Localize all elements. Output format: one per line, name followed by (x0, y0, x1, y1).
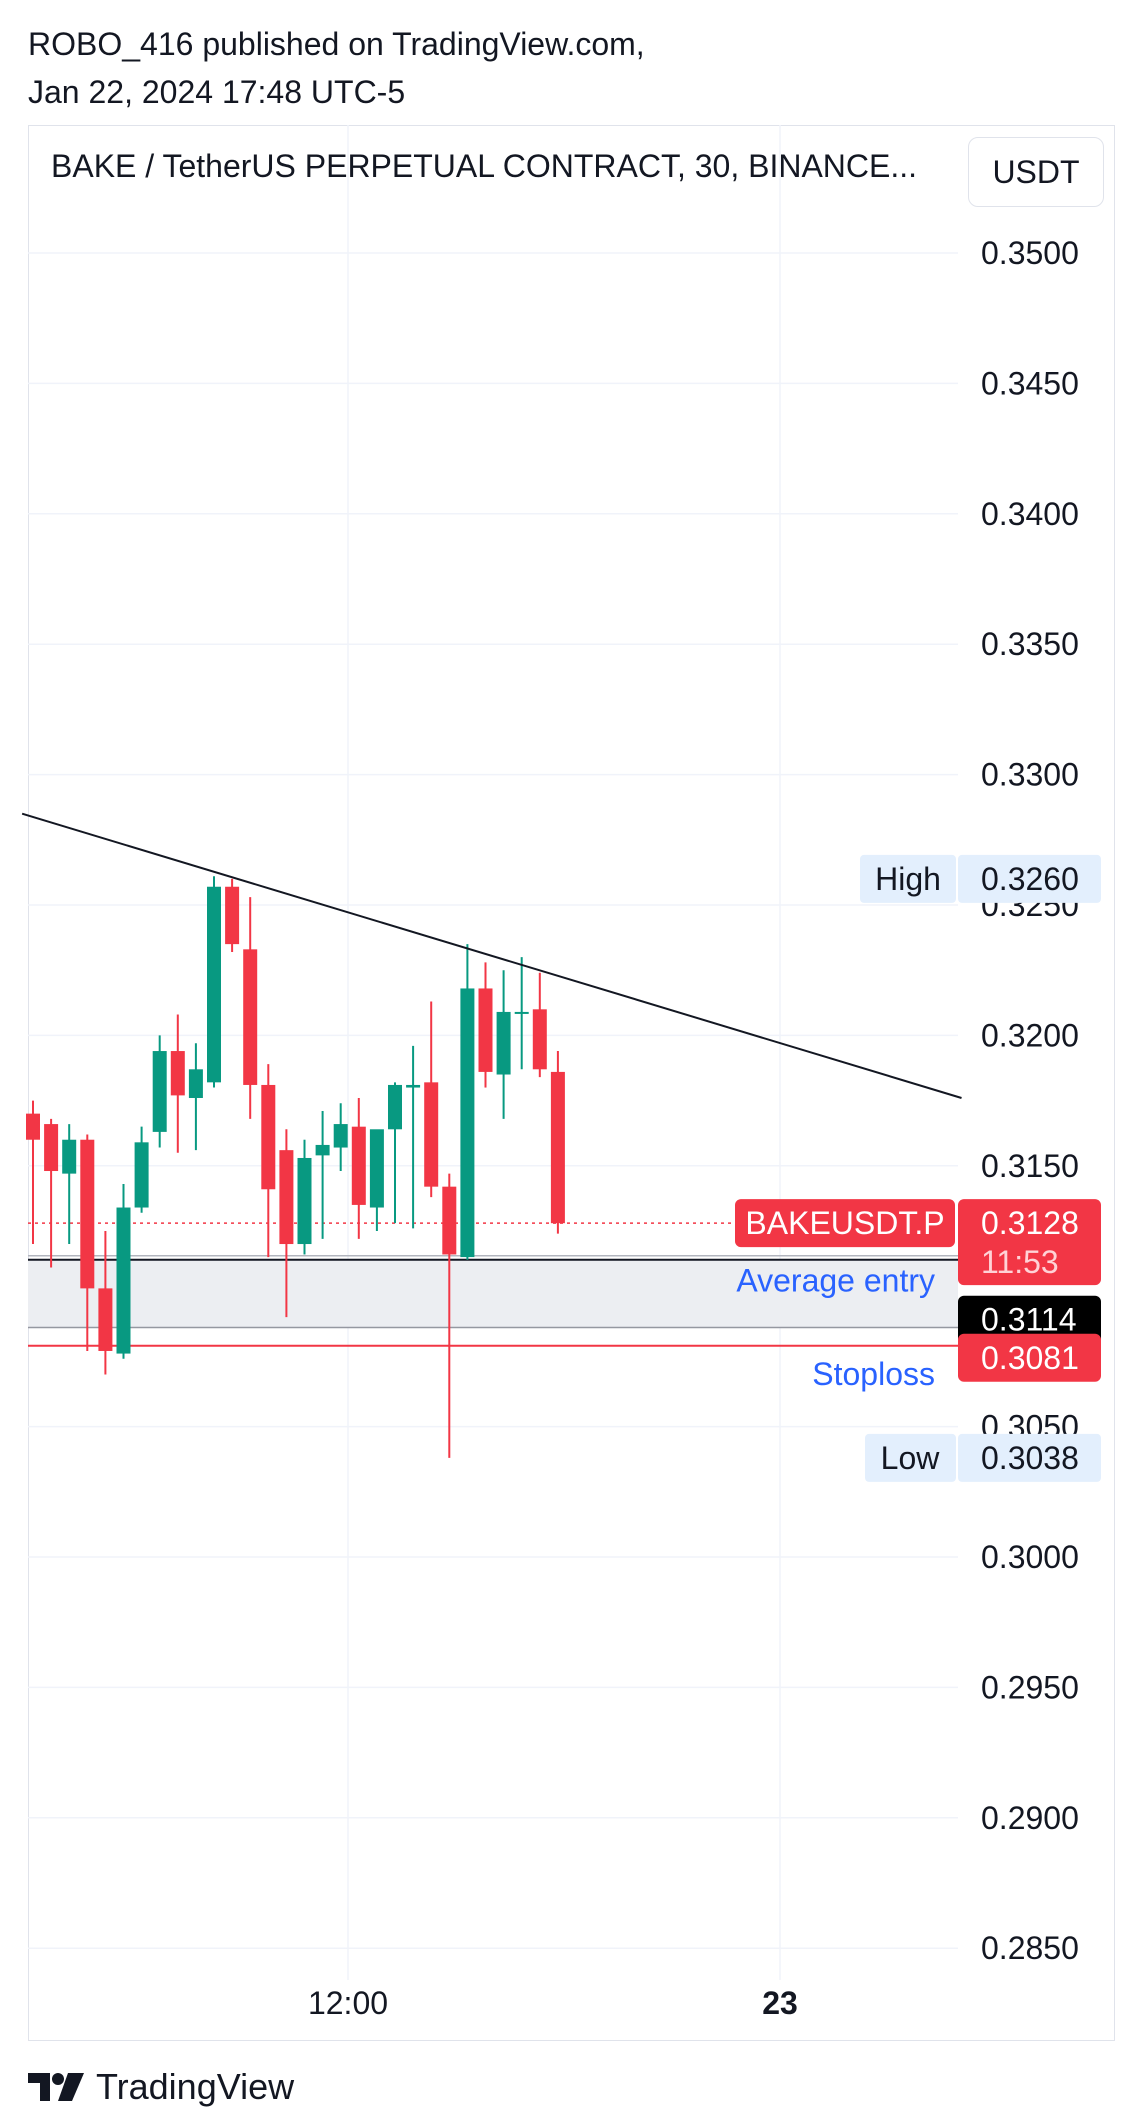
candle-body (26, 1113, 40, 1140)
publisher-info: ROBO_416 published on TradingView.com, J… (28, 20, 645, 116)
candle-body (261, 1084, 276, 1190)
countdown-timer: 11:53 (981, 1244, 1059, 1280)
candle-body (550, 1071, 565, 1224)
y-axis-tick-label: 0.2900 (981, 1800, 1079, 1836)
candle-body (44, 1124, 59, 1172)
y-axis-tick-label: 0.2850 (981, 1930, 1079, 1966)
candle-body (62, 1139, 77, 1174)
current-price-badge (958, 1199, 1101, 1286)
candle-body (369, 1129, 384, 1208)
tradingview-logo-icon (28, 2073, 84, 2101)
chart-frame (28, 125, 1115, 2041)
currency-button[interactable]: USDT (968, 137, 1104, 207)
y-axis-tick-label: 0.3150 (981, 1148, 1079, 1184)
stoploss-badge (958, 1333, 1101, 1382)
candle-body (297, 1157, 312, 1245)
y-axis-tick-label: 0.3000 (981, 1539, 1079, 1575)
y-axis-tick-label: 0.3350 (981, 626, 1079, 662)
high-label: High (875, 861, 941, 897)
candle-body (532, 1009, 547, 1070)
candle-body (406, 1084, 421, 1088)
candle-body (98, 1288, 113, 1351)
symbol-price-badge (735, 1199, 955, 1248)
candle-body (442, 1186, 457, 1255)
tradingview-logo[interactable]: TradingView (28, 2066, 294, 2108)
high-value: 0.3260 (981, 861, 1079, 897)
x-axis-tick-label: 12:00 (308, 1985, 388, 2021)
low-label-bg (865, 1433, 956, 1482)
candle-body (188, 1069, 203, 1098)
publisher-line: ROBO_416 published on TradingView.com, (28, 26, 645, 62)
publish-date: Jan 22, 2024 17:48 UTC-5 (28, 74, 406, 110)
logo-text: TradingView (96, 2066, 295, 2107)
x-axis-tick-label: 23 (762, 1985, 798, 2021)
candle-body (315, 1144, 330, 1156)
candle-body (207, 886, 221, 1083)
candle-body (496, 1011, 511, 1075)
average-entry-value: 0.3114 (981, 1302, 1077, 1338)
candle-body (333, 1124, 348, 1148)
average-entry-badge (958, 1295, 1101, 1344)
candle-body (460, 988, 475, 1258)
high-label-bg (860, 854, 956, 903)
candle-body (243, 949, 258, 1085)
candle-body (351, 1126, 366, 1205)
trendline (21, 812, 962, 1099)
candle-body (116, 1207, 131, 1354)
stoploss-value: 0.3081 (981, 1340, 1079, 1376)
candle-body (170, 1051, 185, 1096)
y-axis-tick-label: 0.3400 (981, 496, 1079, 532)
candle-body (478, 988, 493, 1072)
y-axis-tick-label: 0.3200 (981, 1017, 1079, 1053)
y-axis-tick-label: 0.3300 (981, 757, 1079, 793)
candle-body (152, 1051, 167, 1132)
candle-body (134, 1142, 149, 1208)
candle-body (225, 886, 240, 945)
candle-body (388, 1084, 402, 1130)
candle-body (80, 1139, 95, 1289)
symbol-title: BAKE / TetherUS PERPETUAL CONTRACT, 30, … (51, 148, 918, 184)
low-label: Low (881, 1440, 941, 1476)
current-price-value: 0.3128 (981, 1205, 1079, 1241)
stoploss-label: Stoploss (812, 1356, 935, 1392)
high-value-bg (958, 854, 1101, 903)
average-entry-zone (28, 1259, 958, 1328)
candle-body (424, 1082, 439, 1187)
y-axis-tick-label: 0.2950 (981, 1669, 1079, 1705)
candle-body (279, 1150, 294, 1245)
y-axis-tick-label: 0.3500 (981, 235, 1079, 271)
average-entry-label: Average entry (736, 1263, 935, 1299)
low-value: 0.3038 (981, 1440, 1079, 1476)
y-axis-tick-label: 0.3450 (981, 365, 1079, 401)
symbol-price-label: BAKEUSDT.P (745, 1205, 944, 1241)
low-value-bg (958, 1433, 1101, 1482)
candle-body (514, 1011, 529, 1014)
